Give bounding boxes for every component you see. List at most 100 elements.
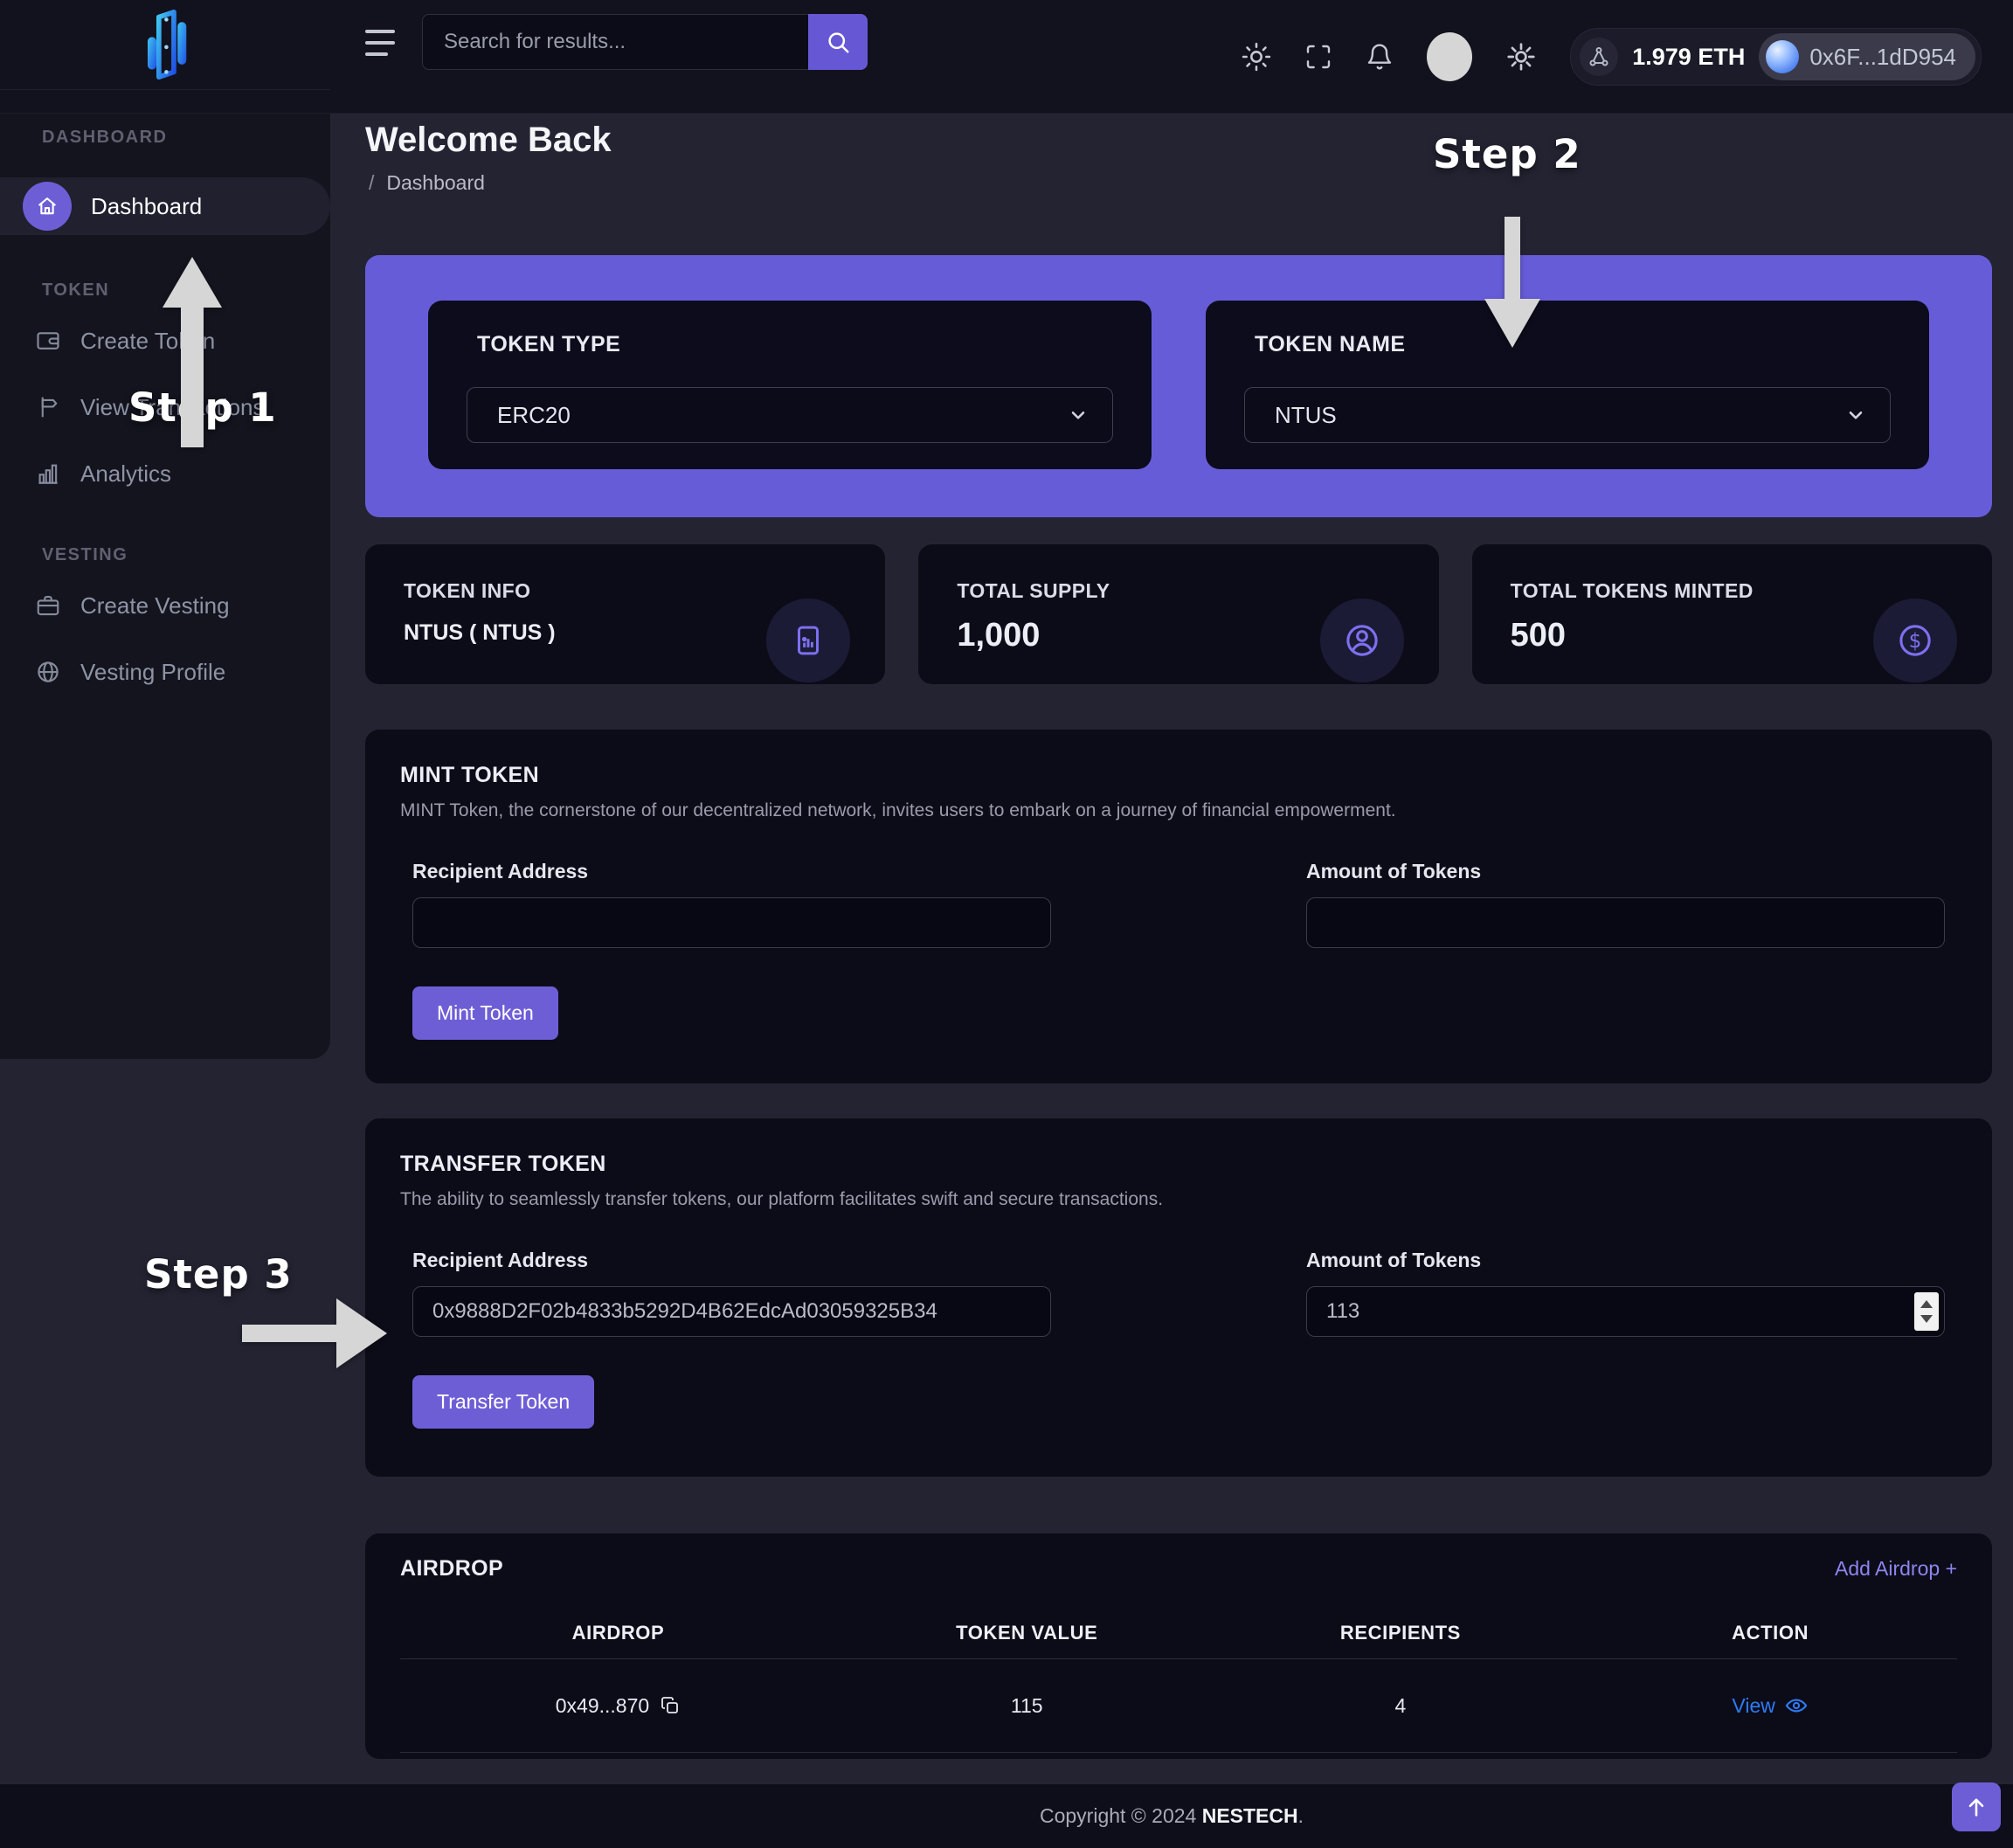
tokens-minted-card: TOTAL TOKENS MINTED 500 $ [1471,544,1992,684]
mint-token-button[interactable]: Mint Token [412,986,558,1040]
scroll-to-top-button[interactable] [1952,1782,2001,1831]
copyright-suffix: . [1297,1804,1304,1827]
mint-amount-field: Amount of Tokens [1306,860,1945,948]
token-type-select[interactable]: ERC20 [467,387,1113,443]
token-name-select[interactable]: NTUS [1244,387,1891,443]
eye-icon [1784,1693,1809,1718]
token-name-card: TOKEN NAME NTUS [1206,301,1929,469]
airdrop-address-cell: 0x49...870 [400,1694,836,1718]
mint-form: Recipient Address Amount of Tokens [400,860,1957,948]
menu-toggle-icon[interactable] [365,30,397,56]
transfer-recipient-field: Recipient Address [412,1249,1051,1337]
chevron-down-icon [1844,404,1867,426]
bar-chart-icon [35,460,61,487]
search-button[interactable] [808,14,868,70]
mint-recipient-input[interactable] [412,897,1051,948]
stats-row: TOKEN INFO NTUS ( NTUS ) TOTAL SUPPLY 1,… [365,544,1992,684]
sidebar-item-label: Vesting Profile [80,658,226,685]
token-selector-panel: TOKEN TYPE ERC20 TOKEN NAME NTUS [365,255,1992,517]
token-type-value: ERC20 [497,401,571,428]
footer-copyright: Copyright © 2024 NESTECH. [0,1804,2013,1828]
chevron-down-icon [1067,404,1090,426]
total-supply-value: 1,000 [957,617,1041,654]
view-label: View [1732,1693,1775,1717]
col-action: ACTION [1732,1622,1809,1644]
breadcrumb-separator: / [369,171,375,194]
nestech-logo-icon[interactable] [140,10,190,80]
copyright-text: Copyright © 2024 [1039,1804,1202,1827]
fullscreen-icon[interactable] [1304,43,1332,71]
logo-area [0,0,330,90]
theme-sun-icon[interactable] [1242,42,1271,72]
airdrop-title: AIRDROP [400,1556,504,1581]
step3-annotation: Step 3 [144,1251,293,1298]
wallet-identicon [1766,40,1800,73]
sidebar-item-label: View Transactions [80,393,265,420]
sidebar-section-vesting: VESTING [42,545,128,564]
add-airdrop-link[interactable]: Add Airdrop + [1834,1557,1957,1580]
airdrop-token-value: 115 [1010,1693,1043,1717]
total-supply-card: TOTAL SUPPLY 1,000 [918,544,1439,684]
transfer-token-button[interactable]: Transfer Token [412,1375,595,1429]
search-input[interactable] [422,14,808,70]
network-icon [1580,38,1619,76]
signpost-icon [35,394,61,420]
sidebar-section-token: TOKEN [42,280,110,300]
search-bar [422,14,868,70]
transfer-title: TRANSFER TOKEN [400,1152,606,1176]
token-info-label: TOKEN INFO [404,579,531,602]
mint-title: MINT TOKEN [400,763,540,787]
sidebar-item-create-vesting[interactable]: Create Vesting [0,579,330,632]
airdrop-table: AIRDROP TOKEN VALUE RECIPIENTS ACTION 0x… [400,1608,1957,1753]
airdrop-table-row: 0x49...870 115 4 View [400,1658,1957,1753]
sidebar-item-create-token[interactable]: Create Token [0,315,330,367]
dollar-circle-icon: $ [1872,599,1957,682]
sidebar-item-dashboard[interactable]: Dashboard [0,177,330,235]
sidebar-item-label: Create Vesting [80,592,230,619]
sidebar-item-view-transactions[interactable]: View Transactions [0,381,330,433]
transfer-amount-input[interactable] [1306,1286,1945,1337]
home-icon [23,182,72,231]
tokens-minted-value: 500 [1510,617,1567,654]
wallet-icon [35,328,61,354]
transfer-recipient-label: Recipient Address [412,1249,589,1271]
token-type-label: TOKEN TYPE [477,332,621,356]
mint-amount-input[interactable] [1306,897,1945,948]
token-info-card: TOKEN INFO NTUS ( NTUS ) [365,544,886,684]
col-airdrop: AIRDROP [571,1622,665,1644]
tokens-minted-label: TOTAL TOKENS MINTED [1510,579,1754,602]
search-icon [825,29,851,55]
breadcrumb: / Dashboard [369,171,485,195]
mint-amount-label: Amount of Tokens [1306,860,1482,882]
svg-text:$: $ [1909,630,1922,653]
transfer-recipient-input[interactable] [412,1286,1051,1337]
wallet-address: 0x6F...1dD954 [1809,43,1956,70]
topbar-actions: 1.979 ETH 0x6F...1dD954 [1242,0,1982,114]
user-avatar[interactable] [1427,32,1473,81]
number-stepper[interactable] [1914,1292,1939,1331]
wallet-pill[interactable]: 1.979 ETH 0x6F...1dD954 [1570,28,1982,86]
transfer-amount-label: Amount of Tokens [1306,1249,1482,1271]
eth-balance: 1.979 ETH [1632,43,1746,70]
sidebar-item-vesting-profile[interactable]: Vesting Profile [0,646,330,698]
page-title: Welcome Back [365,121,612,159]
transfer-amount-field: Amount of Tokens [1306,1249,1945,1337]
airdrop-section: AIRDROP Add Airdrop + AIRDROP TOKEN VALU… [365,1533,1992,1759]
view-airdrop-link[interactable]: View [1583,1693,1957,1718]
col-token-value: TOKEN VALUE [956,1622,1098,1644]
airdrop-address: 0x49...870 [555,1693,650,1717]
wallet-address-pill[interactable]: 0x6F...1dD954 [1759,33,1975,80]
token-name-label: TOKEN NAME [1255,332,1406,356]
chart-document-icon [766,599,851,682]
notifications-bell-icon[interactable] [1366,43,1394,71]
sidebar-item-analytics[interactable]: Analytics [0,447,330,500]
token-info-value: NTUS ( NTUS ) [404,620,556,645]
mint-recipient-field: Recipient Address [412,860,1051,948]
breadcrumb-item[interactable]: Dashboard [386,171,485,194]
mint-recipient-label: Recipient Address [412,860,589,882]
briefcase-icon [35,592,61,619]
total-supply-label: TOTAL SUPPLY [957,579,1110,602]
globe-icon [35,659,61,685]
settings-gear-icon[interactable] [1505,41,1537,73]
copy-icon[interactable] [660,1695,681,1716]
